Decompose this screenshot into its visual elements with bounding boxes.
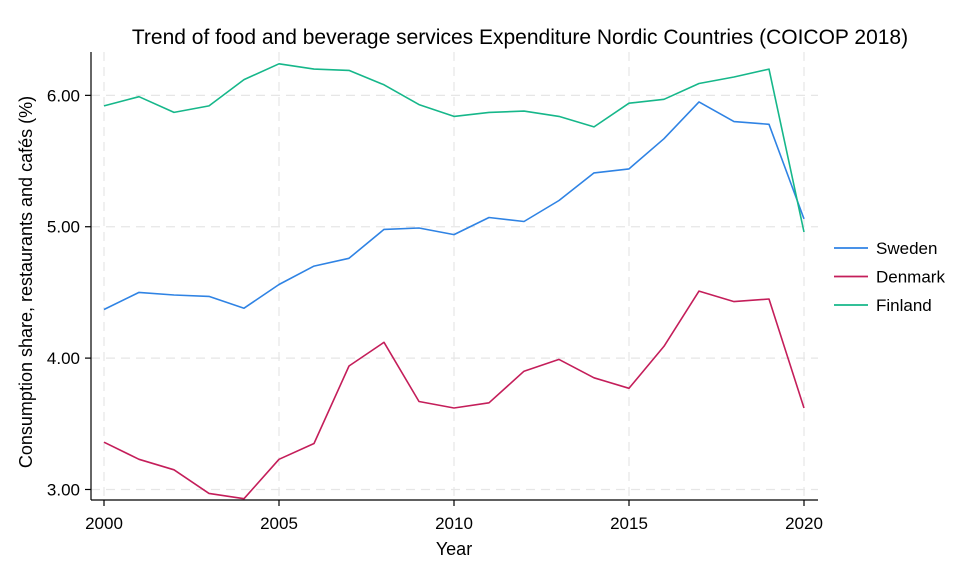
legend-label-sweden: Sweden — [876, 239, 937, 258]
x-tick-label: 2010 — [435, 514, 473, 533]
y-tick-label: 6.00 — [47, 86, 80, 105]
y-tick-label: 4.00 — [47, 349, 80, 368]
x-tick-label: 2015 — [610, 514, 648, 533]
gridlines — [91, 52, 818, 500]
series-line-finland — [103, 62, 805, 233]
y-tick-label: 3.00 — [47, 480, 80, 499]
legend-label-denmark: Denmark — [876, 268, 945, 287]
y-tick-label: 5.00 — [47, 218, 80, 237]
legend: Sweden Denmark Finland — [834, 239, 945, 315]
series-line-sweden — [103, 101, 805, 311]
x-tick-label: 2000 — [85, 514, 123, 533]
legend-label-finland: Finland — [876, 296, 932, 315]
axis-ticks: 3.00 4.00 5.00 6.00 2000 2005 2010 2015 2020 — [47, 86, 823, 533]
x-tick-label: 2020 — [785, 514, 823, 533]
x-tick-label: 2005 — [260, 514, 298, 533]
series-line-denmark — [103, 290, 805, 500]
series-lines — [103, 62, 805, 500]
chart-title: Trend of food and beverage services Expe… — [132, 26, 908, 49]
x-axis-title: Year — [436, 539, 472, 559]
y-axis-title: Consumption share, restaurants and cafés… — [16, 96, 36, 468]
